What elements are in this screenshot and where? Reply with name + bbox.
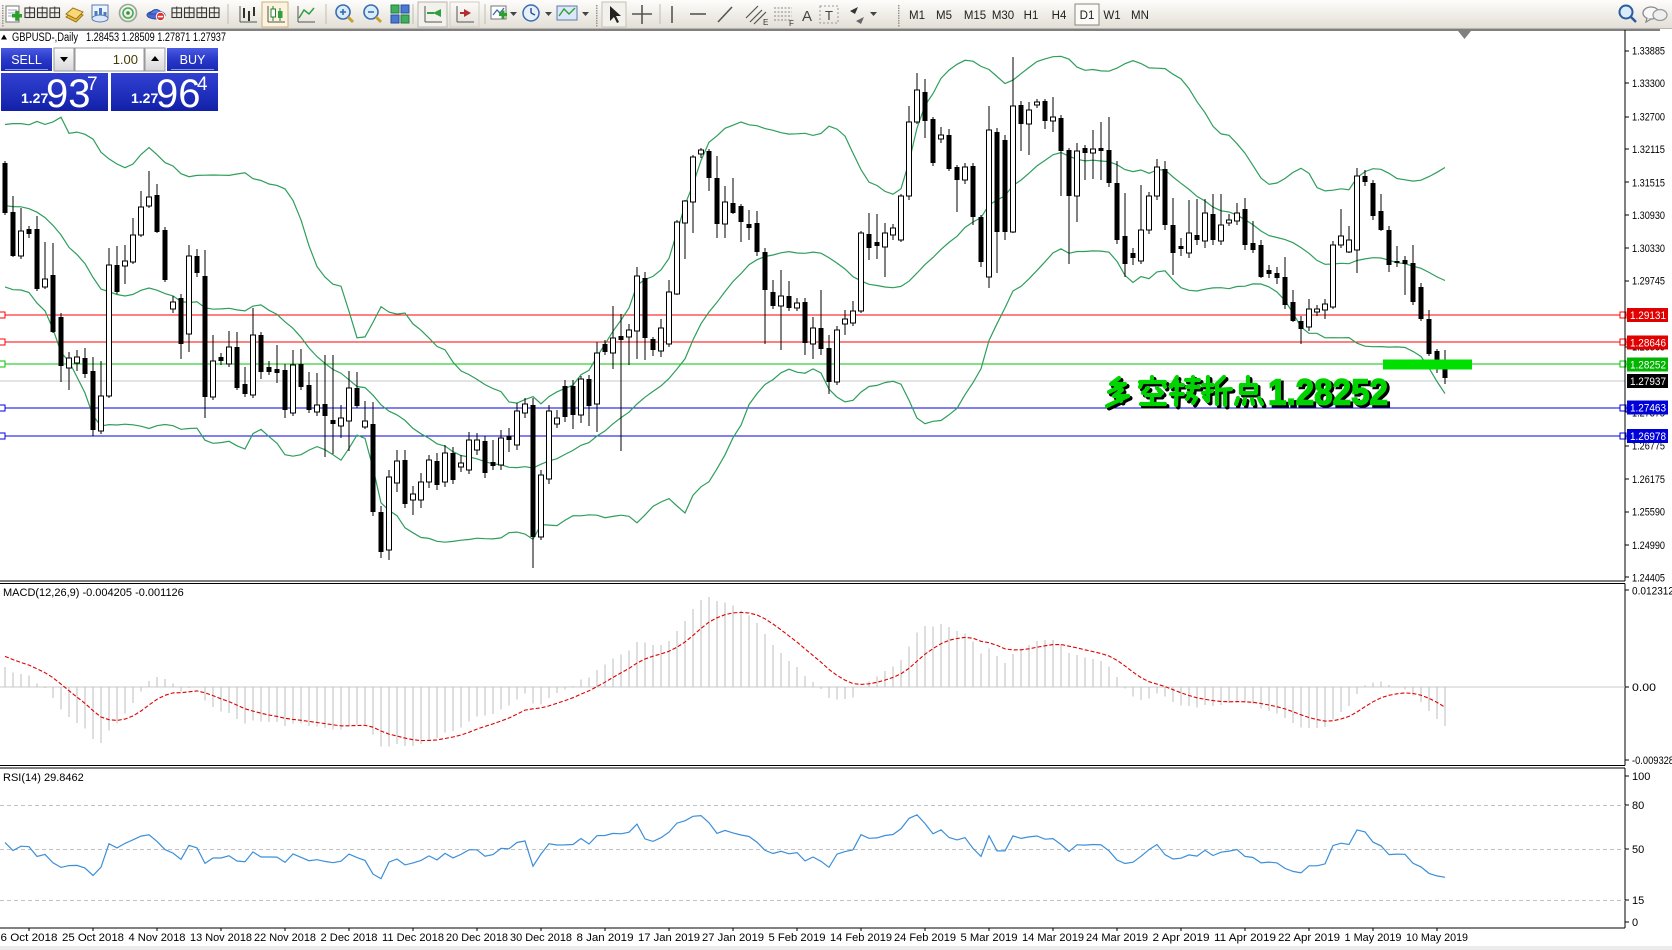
svg-text:H1: H1 <box>1024 10 1039 22</box>
svg-text:M5: M5 <box>936 10 952 22</box>
svg-text:E: E <box>763 18 768 27</box>
svg-text:1.33885: 1.33885 <box>1632 46 1665 58</box>
svg-text:RSI(14) 29.8462: RSI(14) 29.8462 <box>3 772 84 784</box>
svg-text:27 Jan 2019: 27 Jan 2019 <box>702 932 764 944</box>
svg-text:1.00: 1.00 <box>113 52 138 67</box>
svg-text:50: 50 <box>1632 844 1644 856</box>
svg-text:1.25590: 1.25590 <box>1632 507 1665 519</box>
svg-text:SELL: SELL <box>11 53 42 67</box>
svg-text:1.24405: 1.24405 <box>1632 572 1665 584</box>
svg-text:13 Nov 2018: 13 Nov 2018 <box>190 932 252 944</box>
svg-text:5 Mar 2019: 5 Mar 2019 <box>961 932 1018 944</box>
svg-text:1.30930: 1.30930 <box>1632 210 1665 222</box>
svg-text:2 Dec 2018: 2 Dec 2018 <box>321 932 378 944</box>
svg-text:1.24990: 1.24990 <box>1632 540 1665 552</box>
svg-text:W1: W1 <box>1103 10 1120 22</box>
svg-text:100: 100 <box>1632 771 1650 783</box>
svg-text:H4: H4 <box>1052 10 1067 22</box>
svg-text:20 Dec 2018: 20 Dec 2018 <box>446 932 508 944</box>
svg-text:4 Nov 2018: 4 Nov 2018 <box>129 932 186 944</box>
svg-text:1.28646: 1.28646 <box>1630 337 1666 349</box>
svg-text:1.27937: 1.27937 <box>1630 376 1666 388</box>
svg-text:5 Feb 2019: 5 Feb 2019 <box>769 932 826 944</box>
svg-text:1 May 2019: 1 May 2019 <box>1345 932 1402 944</box>
svg-text:1.32700: 1.32700 <box>1632 112 1665 124</box>
svg-text:8 Jan 2019: 8 Jan 2019 <box>577 932 634 944</box>
svg-text:11 Dec 2018: 11 Dec 2018 <box>382 932 444 944</box>
svg-text:1.27: 1.27 <box>21 90 48 106</box>
svg-text:25 Oct 2018: 25 Oct 2018 <box>62 932 124 944</box>
svg-text:96: 96 <box>156 72 201 116</box>
svg-text:MN: MN <box>1131 10 1149 22</box>
svg-text:M1: M1 <box>909 10 925 22</box>
svg-text:15: 15 <box>1632 895 1644 907</box>
svg-text:MACD(12,26,9) -0.004205 -0.001: MACD(12,26,9) -0.004205 -0.001126 <box>3 587 184 599</box>
svg-text:0.00: 0.00 <box>1632 682 1656 694</box>
svg-text:1.28252: 1.28252 <box>1268 372 1388 413</box>
svg-text:22 Apr 2019: 22 Apr 2019 <box>1278 932 1340 944</box>
svg-text:22 Nov 2018: 22 Nov 2018 <box>254 932 316 944</box>
svg-text:1.29131: 1.29131 <box>1630 310 1666 322</box>
svg-text:1.33300: 1.33300 <box>1632 78 1665 90</box>
svg-text:GBPUSD-,Daily: GBPUSD-,Daily <box>12 32 78 44</box>
svg-text:T: T <box>825 8 833 23</box>
svg-text:1.26978: 1.26978 <box>1630 431 1666 443</box>
svg-text:A: A <box>802 8 812 25</box>
svg-text:-0.009328: -0.009328 <box>1632 755 1672 767</box>
svg-text:M30: M30 <box>992 10 1014 22</box>
svg-text:1.27: 1.27 <box>131 90 158 106</box>
svg-text:14 Feb 2019: 14 Feb 2019 <box>830 932 892 944</box>
svg-text:24 Feb 2019: 24 Feb 2019 <box>894 932 956 944</box>
svg-text:1.28252: 1.28252 <box>1271 374 1391 415</box>
svg-text:80: 80 <box>1632 800 1644 812</box>
svg-text:1.27463: 1.27463 <box>1630 403 1666 415</box>
svg-text:2 Apr 2019: 2 Apr 2019 <box>1153 932 1210 944</box>
svg-text:6 Oct 2018: 6 Oct 2018 <box>1 932 58 944</box>
svg-text:93: 93 <box>46 72 91 116</box>
svg-text:11 Apr 2019: 11 Apr 2019 <box>1214 932 1276 944</box>
svg-text:1.28252: 1.28252 <box>1630 359 1666 371</box>
svg-text:10 May 2019: 10 May 2019 <box>1406 932 1468 944</box>
svg-text:1.26175: 1.26175 <box>1632 474 1665 486</box>
svg-text:24 Mar 2019: 24 Mar 2019 <box>1086 932 1148 944</box>
svg-text:4: 4 <box>197 74 208 95</box>
svg-text:14 Mar 2019: 14 Mar 2019 <box>1022 932 1084 944</box>
svg-text:1.29745: 1.29745 <box>1632 276 1665 288</box>
svg-text:1.32115: 1.32115 <box>1632 144 1665 156</box>
svg-text:1.30330: 1.30330 <box>1632 243 1665 255</box>
svg-text:7: 7 <box>87 74 98 95</box>
svg-text:0: 0 <box>1632 917 1638 929</box>
svg-text:BUY: BUY <box>180 53 206 67</box>
svg-text:F: F <box>789 19 794 28</box>
svg-text:D1: D1 <box>1080 10 1095 22</box>
svg-text:1.28453 1.28509 1.27871 1.2793: 1.28453 1.28509 1.27871 1.27937 <box>86 32 226 44</box>
svg-text:1.31515: 1.31515 <box>1632 177 1665 189</box>
svg-text:1.26775: 1.26775 <box>1632 441 1665 453</box>
svg-text:0.012312: 0.012312 <box>1632 585 1672 597</box>
svg-text:17 Jan 2019: 17 Jan 2019 <box>638 932 700 944</box>
svg-text:M15: M15 <box>964 10 986 22</box>
svg-text:30 Dec 2018: 30 Dec 2018 <box>510 932 572 944</box>
